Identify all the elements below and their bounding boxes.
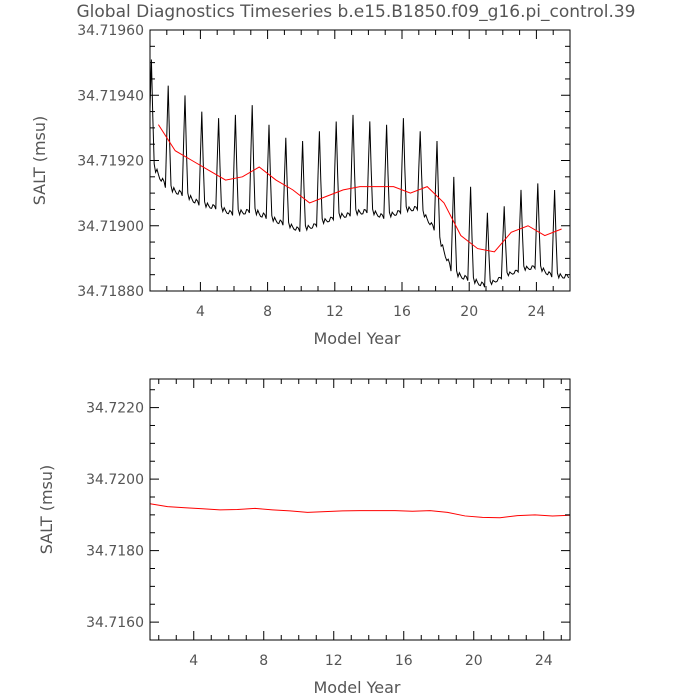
y-tick-label: 34.71940 <box>77 88 144 104</box>
y-axis-label: SALT (msu) <box>30 116 49 206</box>
top-panel: 4 8 12 16 20 24 34.71880 34.71900 34.71920 34.719… <box>30 23 571 348</box>
bottom-panel: 4 8 12 16 20 24 34.7160 34.7180 34.7200 34.7220 Mo… <box>37 378 571 697</box>
y-tick-label: 34.71920 <box>77 154 144 170</box>
annual-mean-series-line <box>149 503 571 519</box>
chart-title: Global Diagnostics Timeseries b.e15.B185… <box>77 2 636 22</box>
y-tick-label: 34.7180 <box>86 544 144 560</box>
y-tick-label: 34.7160 <box>86 615 144 631</box>
plot-frame <box>149 29 571 292</box>
x-tick-label: 8 <box>259 653 268 669</box>
x-tick-label: 24 <box>535 653 553 669</box>
x-tick-label: 20 <box>465 653 483 669</box>
x-tick-label: 4 <box>189 653 198 669</box>
x-tick-label: 12 <box>325 653 343 669</box>
x-tick-label: 12 <box>326 304 344 320</box>
x-axis-label: Model Year <box>314 329 401 348</box>
annual-mean-series-line <box>157 124 562 253</box>
y-axis-label: SALT (msu) <box>37 465 56 555</box>
y-tick-label: 34.71880 <box>77 284 144 300</box>
plot-frame <box>149 378 571 641</box>
y-tick-label: 34.7200 <box>86 472 144 488</box>
x-tick-label: 24 <box>527 304 545 320</box>
x-tick-label: 16 <box>393 304 411 320</box>
x-axis-label: Model Year <box>314 678 401 697</box>
y-tick-label: 34.71960 <box>77 23 144 39</box>
y-tick-label: 34.7220 <box>86 401 144 417</box>
x-tick-label: 8 <box>263 304 272 320</box>
x-tick-label: 4 <box>196 304 205 320</box>
y-tick-label: 34.71900 <box>77 219 144 235</box>
monthly-series-line <box>149 59 570 288</box>
x-tick-label: 20 <box>460 304 478 320</box>
x-tick-label: 16 <box>395 653 413 669</box>
